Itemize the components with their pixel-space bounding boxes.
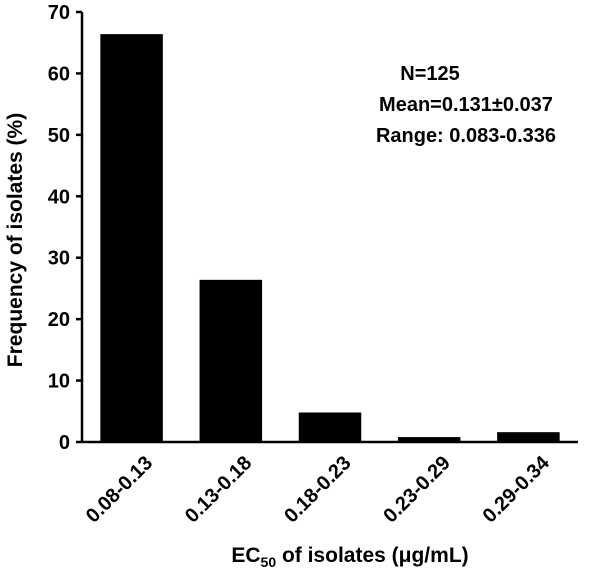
y-axis: 0 10 20 30 40 50 60 70 (48, 2, 84, 454)
bar-0.23-0.29 (397, 437, 461, 442)
y-tick-label: 20 (48, 309, 70, 331)
annotation-range: Range: 0.083-0.336 (376, 125, 556, 147)
x-category-label: 0.23-0.29 (379, 452, 454, 527)
x-axis-title-subscript: 50 (261, 554, 277, 570)
x-category-label: 0.18-0.23 (280, 452, 355, 527)
bar-0.13-0.18 (199, 279, 263, 442)
x-axis-title-suffix: of isolates (μg/mL) (276, 544, 469, 567)
x-category-label: 0.29-0.34 (479, 451, 555, 527)
y-tick-label: 70 (48, 2, 70, 24)
x-axis: 0.08-0.13 0.13-0.18 0.18-0.23 0.23-0.29 0.29… (82, 440, 578, 527)
bar-0.29-0.34 (497, 432, 560, 442)
annotation-mean: Mean=0.131±0.037 (379, 94, 553, 116)
x-category-label: 0.08-0.13 (82, 452, 157, 527)
bar-0.08-0.13 (100, 34, 163, 442)
y-tick-label: 60 (48, 63, 70, 85)
y-axis-title: Frequency of isolates (%) (4, 113, 27, 367)
x-axis-title-prefix: EC (231, 544, 260, 567)
y-tick-label: 50 (48, 125, 70, 147)
bar-0.18-0.23 (298, 412, 362, 442)
annotation-n: N=125 (400, 63, 460, 85)
stats-annotation: N=125 Mean=0.131±0.037 Range: 0.083-0.33… (376, 63, 556, 147)
bars (100, 34, 560, 442)
y-tick-label: 30 (48, 248, 70, 270)
x-axis-title: EC50 of isolates (μg/mL) (231, 544, 468, 570)
y-tick-label: 10 (48, 371, 70, 393)
x-category-label: 0.13-0.18 (181, 452, 256, 527)
y-tick-label: 40 (48, 186, 70, 208)
y-tick-label: 0 (59, 432, 70, 454)
